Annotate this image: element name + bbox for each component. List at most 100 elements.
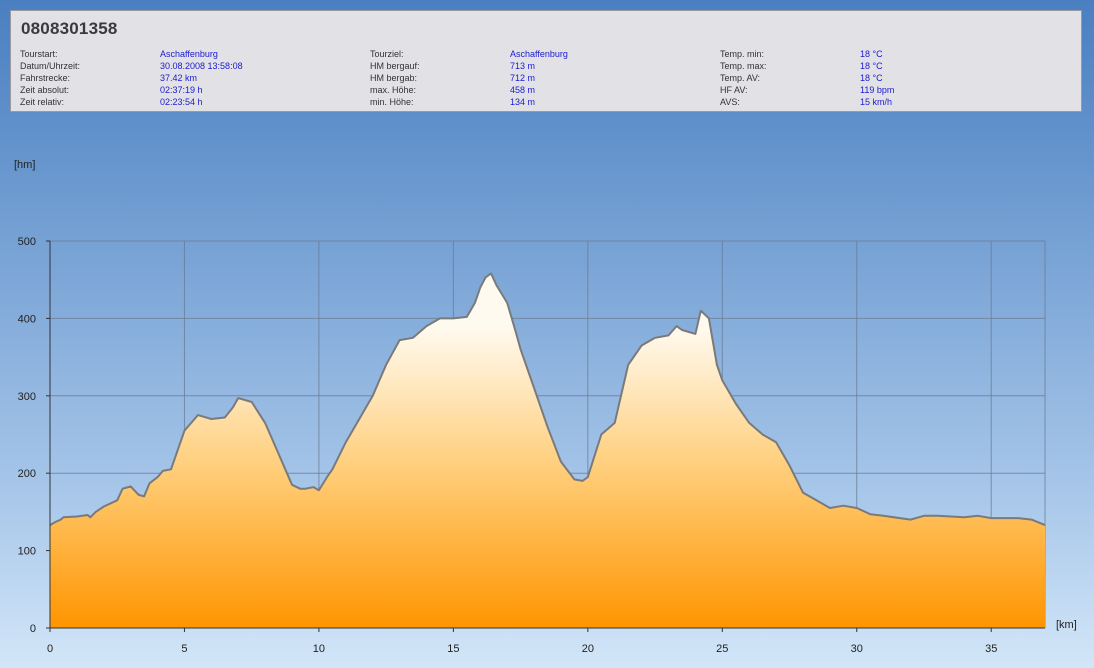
elevation-point bbox=[138, 494, 140, 496]
y-tick-label: 400 bbox=[18, 313, 36, 325]
elevation-point bbox=[748, 422, 750, 424]
elevation-point bbox=[721, 379, 723, 381]
elevation-point bbox=[156, 476, 159, 478]
x-tick-label: 10 bbox=[313, 643, 325, 655]
elevation-point bbox=[385, 364, 387, 366]
elevation-point bbox=[116, 499, 118, 501]
x-tick-label: 20 bbox=[582, 643, 594, 655]
elevation-point bbox=[237, 397, 239, 399]
info-value: 458 m bbox=[510, 85, 536, 95]
info-value: 02:37:19 h bbox=[160, 85, 203, 95]
elevation-point bbox=[299, 488, 301, 490]
elevation-point bbox=[600, 433, 602, 436]
x-tick-label: 30 bbox=[851, 643, 863, 655]
elevation-point bbox=[614, 422, 616, 424]
elevation-point bbox=[1044, 524, 1046, 526]
elevation-point bbox=[103, 505, 105, 508]
elevation-point bbox=[143, 495, 145, 498]
elevation-point bbox=[716, 364, 718, 366]
elevation-point bbox=[654, 337, 656, 339]
elevation-point bbox=[425, 325, 428, 327]
elevation-point bbox=[495, 284, 498, 286]
elevation-point bbox=[788, 464, 791, 467]
elevation-point bbox=[345, 441, 347, 443]
elevation-point bbox=[210, 418, 212, 420]
info-value: 18 °C bbox=[860, 61, 883, 71]
chart-axes: 0 100 200 300 400 500 0 5 10 15 20 25 30 35 bbox=[18, 236, 1045, 655]
elevation-point bbox=[479, 286, 481, 289]
elevation-point bbox=[667, 334, 670, 337]
elevation-point bbox=[304, 488, 307, 490]
elevation-point bbox=[183, 430, 186, 432]
elevation-point bbox=[398, 339, 401, 341]
elevation-point bbox=[162, 470, 164, 472]
elevation-point bbox=[708, 317, 710, 319]
elevation-point bbox=[148, 482, 151, 484]
elevation-point bbox=[312, 486, 315, 488]
elevation-point bbox=[95, 511, 97, 513]
info-label: AVS: bbox=[720, 97, 740, 107]
info-label: Zeit absolut: bbox=[20, 85, 70, 95]
elevation-point bbox=[963, 516, 965, 518]
elevation-point bbox=[439, 317, 441, 319]
info-value: Aschaffenburg bbox=[510, 49, 568, 59]
elevation-line bbox=[49, 272, 1046, 527]
info-value: 713 m bbox=[510, 61, 536, 71]
info-value: 30.08.2008 13:58:08 bbox=[160, 61, 243, 71]
elevation-point bbox=[277, 453, 280, 455]
info-value: 18 °C bbox=[860, 73, 883, 83]
elevation-point bbox=[700, 310, 702, 312]
y-tick-label: 300 bbox=[18, 391, 36, 403]
elevation-point bbox=[170, 468, 172, 470]
x-tick-label: 0 bbox=[47, 643, 53, 655]
elevation-point bbox=[990, 517, 992, 519]
elevation-point bbox=[291, 484, 293, 486]
info-label: Temp. min: bbox=[720, 49, 765, 59]
elevation-point bbox=[490, 272, 492, 275]
elevation-point bbox=[452, 317, 454, 319]
elevation-point bbox=[89, 516, 91, 518]
info-label: HM bergauf: bbox=[370, 61, 420, 71]
elevation-point bbox=[573, 478, 575, 480]
elevation-point bbox=[815, 499, 818, 501]
elevation-point bbox=[923, 515, 925, 517]
chart-area-layer bbox=[49, 272, 1046, 628]
elevation-point bbox=[977, 515, 979, 517]
elevation-point bbox=[372, 395, 374, 397]
tour-title: 0808301358 bbox=[21, 19, 118, 38]
info-label: Datum/Uhrzeit: bbox=[20, 61, 81, 71]
elevation-point bbox=[675, 325, 678, 327]
info-label: HF AV: bbox=[720, 85, 748, 95]
x-axis-unit-label: [km] bbox=[1056, 619, 1077, 631]
elevation-point bbox=[581, 480, 584, 482]
x-tick-label: 15 bbox=[447, 643, 459, 655]
info-label: Fahrstrecke: bbox=[20, 73, 71, 83]
info-value: 02:23:54 h bbox=[160, 97, 203, 107]
info-label: HM bergab: bbox=[370, 73, 418, 83]
info-label: Tourstart: bbox=[20, 49, 58, 59]
elevation-point bbox=[264, 422, 266, 424]
x-tick-label: 5 bbox=[181, 643, 187, 655]
elevation-point bbox=[485, 276, 487, 278]
elevation-point bbox=[775, 441, 777, 443]
elevation-point bbox=[514, 329, 516, 331]
elevation-point bbox=[842, 505, 844, 507]
elevation-point bbox=[87, 514, 89, 516]
elevation-point bbox=[735, 402, 737, 405]
elevation-point bbox=[560, 460, 562, 463]
elevation-point bbox=[1017, 517, 1019, 519]
elevation-point bbox=[869, 513, 871, 515]
info-label: max. Höhe: bbox=[370, 85, 417, 95]
info-value: Aschaffenburg bbox=[160, 49, 218, 59]
info-value: 37.42 km bbox=[160, 73, 198, 83]
elevation-point bbox=[520, 348, 522, 350]
elevation-point bbox=[802, 491, 804, 494]
elevation-point bbox=[546, 426, 549, 428]
elevation-point bbox=[318, 489, 320, 491]
x-tick-label: 25 bbox=[716, 643, 728, 655]
elevation-point bbox=[762, 433, 764, 436]
info-value: 119 bpm bbox=[860, 85, 895, 95]
elevation-point bbox=[681, 329, 683, 331]
elevation-point bbox=[232, 406, 234, 409]
